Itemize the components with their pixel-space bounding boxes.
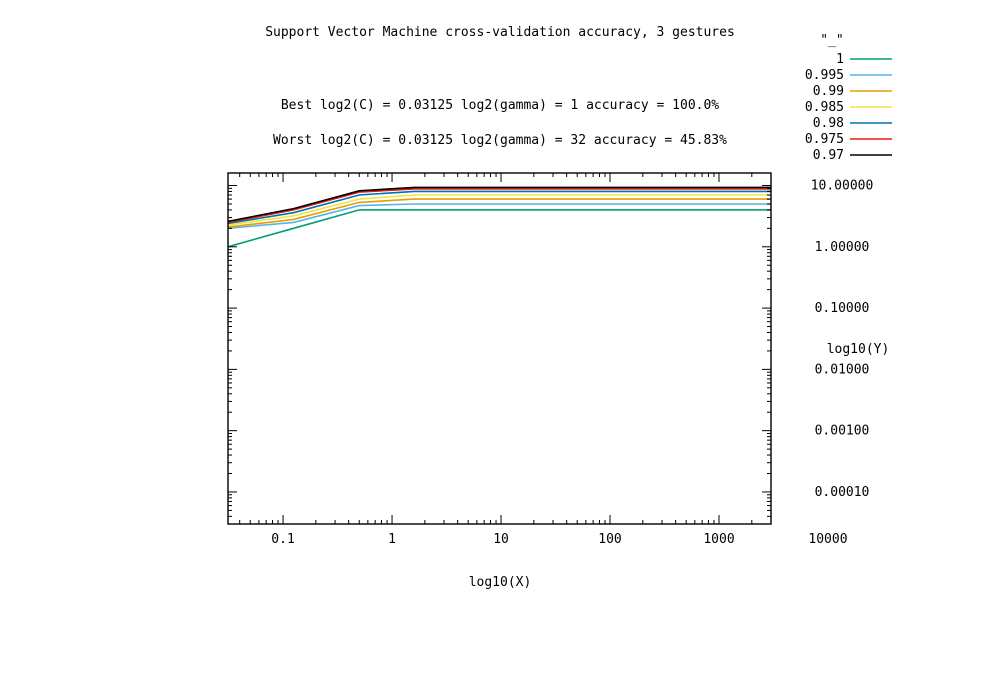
series-line-4 [227, 190, 771, 225]
legend-label-4: 0.98 [813, 116, 844, 131]
legend-label-2: 0.99 [813, 84, 844, 99]
series-line-5 [227, 188, 771, 224]
x-tick-label-2: 10 [493, 532, 509, 547]
plot-frame [227, 172, 772, 525]
series-line-1 [227, 203, 771, 230]
x-tick-label-0: 0.1 [271, 532, 294, 547]
y-tick-label-1: 1.00000 [815, 240, 870, 255]
series-line-3 [227, 194, 771, 226]
y-tick-label-3: 0.01000 [815, 362, 870, 377]
legend-title: "_" [820, 33, 843, 48]
worst-annotation: Worst log2(C) = 0.03125 log2(gamma) = 32… [273, 133, 727, 148]
best-annotation: Best log2(C) = 0.03125 log2(gamma) = 1 a… [281, 98, 719, 113]
x-tick-label-5: 10000 [808, 532, 847, 547]
legend-label-0: 1 [836, 52, 844, 67]
series-line-2 [227, 198, 771, 228]
chart-title: Support Vector Machine cross-validation … [265, 25, 735, 40]
legend-label-6: 0.97 [813, 148, 844, 163]
legend-label-5: 0.975 [805, 132, 844, 147]
series-line-0 [227, 209, 771, 248]
x-tick-label-1: 1 [388, 532, 396, 547]
y-tick-label-2: 0.10000 [815, 301, 870, 316]
y-tick-label-4: 0.00100 [815, 424, 870, 439]
plot-area: 0.1 1 10 100 1000 10000 10.00000 1.00000 0.10000… [227, 172, 874, 547]
x-tick-label-4: 1000 [703, 532, 734, 547]
y-axis-label: log10(Y) [827, 342, 890, 357]
legend-label-1: 0.995 [805, 68, 844, 83]
y-tick-label-5: 0.00010 [815, 485, 870, 500]
series-line-6 [227, 186, 771, 223]
y-tick-label-0: 10.00000 [811, 179, 874, 194]
legend-label-3: 0.985 [805, 100, 844, 115]
x-axis-label: log10(X) [469, 575, 532, 590]
x-tick-label-3: 100 [598, 532, 621, 547]
